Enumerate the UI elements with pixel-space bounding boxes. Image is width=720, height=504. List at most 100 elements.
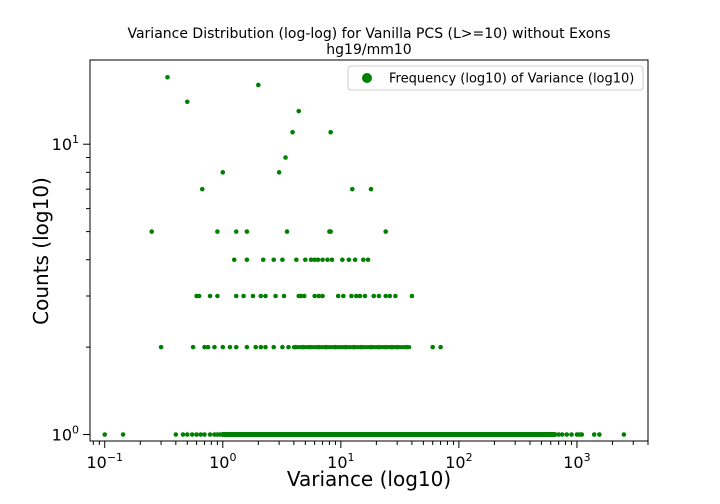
x-tick-label: 102 <box>445 451 472 472</box>
scatter-point <box>564 432 570 437</box>
scatter-point <box>102 432 108 437</box>
scatter-point <box>320 293 325 299</box>
chart-subtitle: hg19/mm10 <box>326 42 411 58</box>
scatter-point <box>591 432 597 437</box>
scatter-point <box>258 293 264 299</box>
x-tick-label: 101 <box>327 451 354 472</box>
legend-label: Frequency (log10) of Variance (log10) <box>389 72 634 87</box>
x-tick-label: 100 <box>209 451 236 472</box>
scatter-point <box>199 186 205 192</box>
scatter-point <box>260 257 266 263</box>
scatter-point <box>376 293 382 299</box>
scatter-point <box>308 257 314 263</box>
scatter-point <box>387 293 393 299</box>
legend-box <box>347 65 644 91</box>
scatter-point <box>374 432 379 437</box>
scatter-point <box>165 74 170 80</box>
scatter-point <box>303 257 308 263</box>
legend: Frequency (log10) of Variance (log10) <box>347 65 644 91</box>
scatter-point <box>307 344 313 350</box>
y-tick-label: 101 <box>52 133 79 154</box>
scatter-point <box>316 293 322 299</box>
scatter-point <box>189 432 195 437</box>
scatter-point <box>300 344 306 350</box>
scatter-point <box>359 344 364 350</box>
scatter-point <box>273 293 278 299</box>
scatter-point <box>296 108 302 114</box>
scatter-point <box>222 432 228 437</box>
scatter-point <box>621 432 627 437</box>
scatter-point <box>263 344 268 350</box>
scatter-point <box>559 432 565 437</box>
x-tick-label: 10−1 <box>86 451 123 472</box>
scatter-point <box>286 344 291 350</box>
scatter-point <box>190 344 196 350</box>
x-axis-label: Variance (log10) <box>287 467 451 491</box>
scatter-point <box>215 229 220 234</box>
scatter-point <box>283 155 288 160</box>
scatter-point <box>258 344 264 350</box>
scatter-point <box>220 344 226 350</box>
scatter-point <box>194 432 199 437</box>
scatter-point <box>250 293 256 299</box>
scatter-point <box>233 344 239 350</box>
scatter-point <box>512 432 518 437</box>
scatter-point <box>349 186 355 192</box>
scatter-point <box>271 257 277 263</box>
scatter-point <box>233 293 239 299</box>
scatter-point <box>569 432 574 437</box>
scatter-point <box>333 344 338 350</box>
scatter-point <box>325 257 330 263</box>
y-axis: 100 101 <box>52 133 90 445</box>
scatter-point <box>327 432 332 437</box>
scatter-point <box>312 257 317 263</box>
legend-marker <box>362 73 372 83</box>
scatter-point <box>202 344 207 350</box>
scatter-point <box>483 432 489 437</box>
scatter-point <box>227 344 233 350</box>
scatter-point <box>220 170 226 175</box>
scatter-point <box>368 344 374 350</box>
scatter-point <box>280 344 285 350</box>
scatter-point <box>328 129 333 135</box>
scatter-point <box>198 432 204 437</box>
scatter-point <box>196 293 202 299</box>
scatter-point <box>212 344 217 350</box>
scatter-point <box>597 432 602 437</box>
scatter-point <box>233 229 239 234</box>
scatter-point <box>548 432 554 437</box>
scatter-point <box>556 432 561 437</box>
scatter-point <box>361 257 366 263</box>
scatter-point <box>371 293 377 299</box>
scatter-point <box>456 432 462 437</box>
scatter-point <box>404 344 409 350</box>
scatter-point <box>173 432 179 437</box>
scatter-point <box>312 293 317 299</box>
scatter-point <box>158 344 164 350</box>
scatter-point <box>394 344 400 350</box>
scatter-point <box>376 344 382 350</box>
scatter-point <box>244 257 250 263</box>
scatter-points <box>102 74 627 438</box>
y-tick-label: 100 <box>52 424 79 445</box>
scatter-point <box>430 344 435 350</box>
scatter-point <box>244 229 250 234</box>
scatter-point <box>207 432 213 437</box>
scatter-point <box>229 432 235 437</box>
scatter-point <box>320 257 325 263</box>
scatter-point <box>335 293 341 299</box>
scatter-point <box>393 293 398 299</box>
scatter-point <box>316 344 322 350</box>
scatter-point <box>353 293 359 299</box>
scatter-point <box>294 257 299 263</box>
scatter-point <box>205 344 211 350</box>
x-axis: 10−1 100 101 102 103 <box>86 441 649 472</box>
scatter-point <box>244 344 250 350</box>
scatter-point <box>253 344 258 350</box>
scatter-point <box>301 293 307 299</box>
scatter-point <box>362 293 368 299</box>
scatter-point <box>340 257 345 263</box>
scatter-point <box>149 229 155 234</box>
scatter-point <box>365 257 371 263</box>
